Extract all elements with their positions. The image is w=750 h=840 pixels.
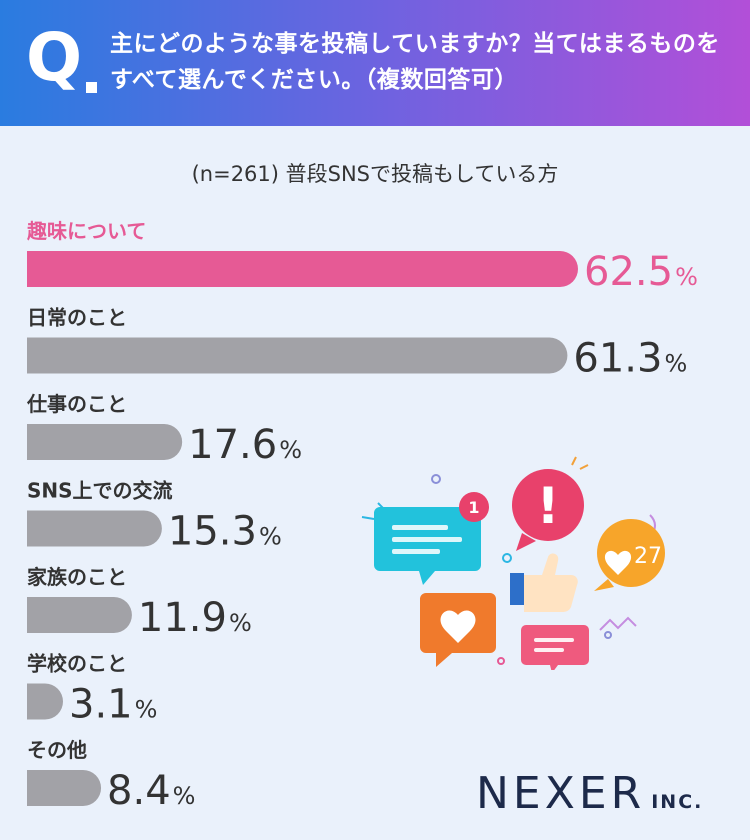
deco-circle: [502, 553, 512, 563]
heart-box-icon: [420, 593, 496, 667]
message-bubble-icon: [521, 625, 589, 670]
question-text: 主にどのような事を投稿していますか？当てはまるものをすべて選んでください。（複数…: [110, 31, 720, 93]
chat-bubble-icon: [374, 507, 481, 585]
bar: [26, 510, 162, 547]
deco-zigzag: [599, 616, 637, 631]
category-label: その他: [27, 738, 87, 762]
category-label: 家族のこと: [27, 565, 127, 589]
svg-text:!: !: [537, 477, 560, 535]
svg-text:1: 1: [468, 498, 479, 517]
thumbs-up-icon: [510, 553, 578, 612]
deco-circle: [604, 631, 612, 639]
value-label: 3.1%: [69, 682, 157, 728]
value-label: 61.3%: [573, 336, 687, 382]
social-media-illustration: 1 ! 27: [361, 456, 665, 670]
category-label: 学校のこと: [27, 652, 127, 676]
value-label: 62.5%: [584, 249, 698, 295]
deco-circle: [497, 657, 505, 665]
deco-circle: [431, 474, 441, 484]
bar: [27, 337, 568, 374]
bar: [27, 251, 578, 287]
value-label: 17.6%: [188, 422, 302, 468]
bar: [27, 683, 63, 720]
logo-suffix: INC.: [651, 791, 704, 813]
notification-badge-icon: 1: [459, 492, 489, 522]
q-dot: [86, 82, 97, 93]
value-label: 15.3%: [168, 509, 282, 555]
category-label: SNS上での交流: [27, 479, 173, 503]
bar: [27, 424, 183, 460]
like-bubble-icon: 27: [594, 519, 665, 591]
alert-icon: !: [512, 469, 584, 551]
value-label: 8.4%: [107, 768, 195, 814]
category-label: 趣味について: [26, 219, 146, 243]
category-label: 日常のこと: [27, 306, 127, 330]
q-mark: Q: [26, 19, 83, 96]
svg-text:27: 27: [634, 544, 662, 569]
chart-subtitle: (n=261) 普段SNSで投稿もしている方: [191, 162, 559, 186]
category-label: 仕事のこと: [26, 392, 127, 416]
logo-name: NEXER: [476, 768, 646, 819]
bar: [26, 770, 102, 806]
deco-lines: [571, 456, 589, 470]
bar: [27, 597, 132, 633]
question-header: Q 主にどのような事を投稿していますか？当てはまるものをすべて選んでください。（…: [0, 0, 750, 126]
value-label: 11.9%: [138, 595, 252, 641]
company-logo: NEXER INC.: [476, 768, 703, 819]
